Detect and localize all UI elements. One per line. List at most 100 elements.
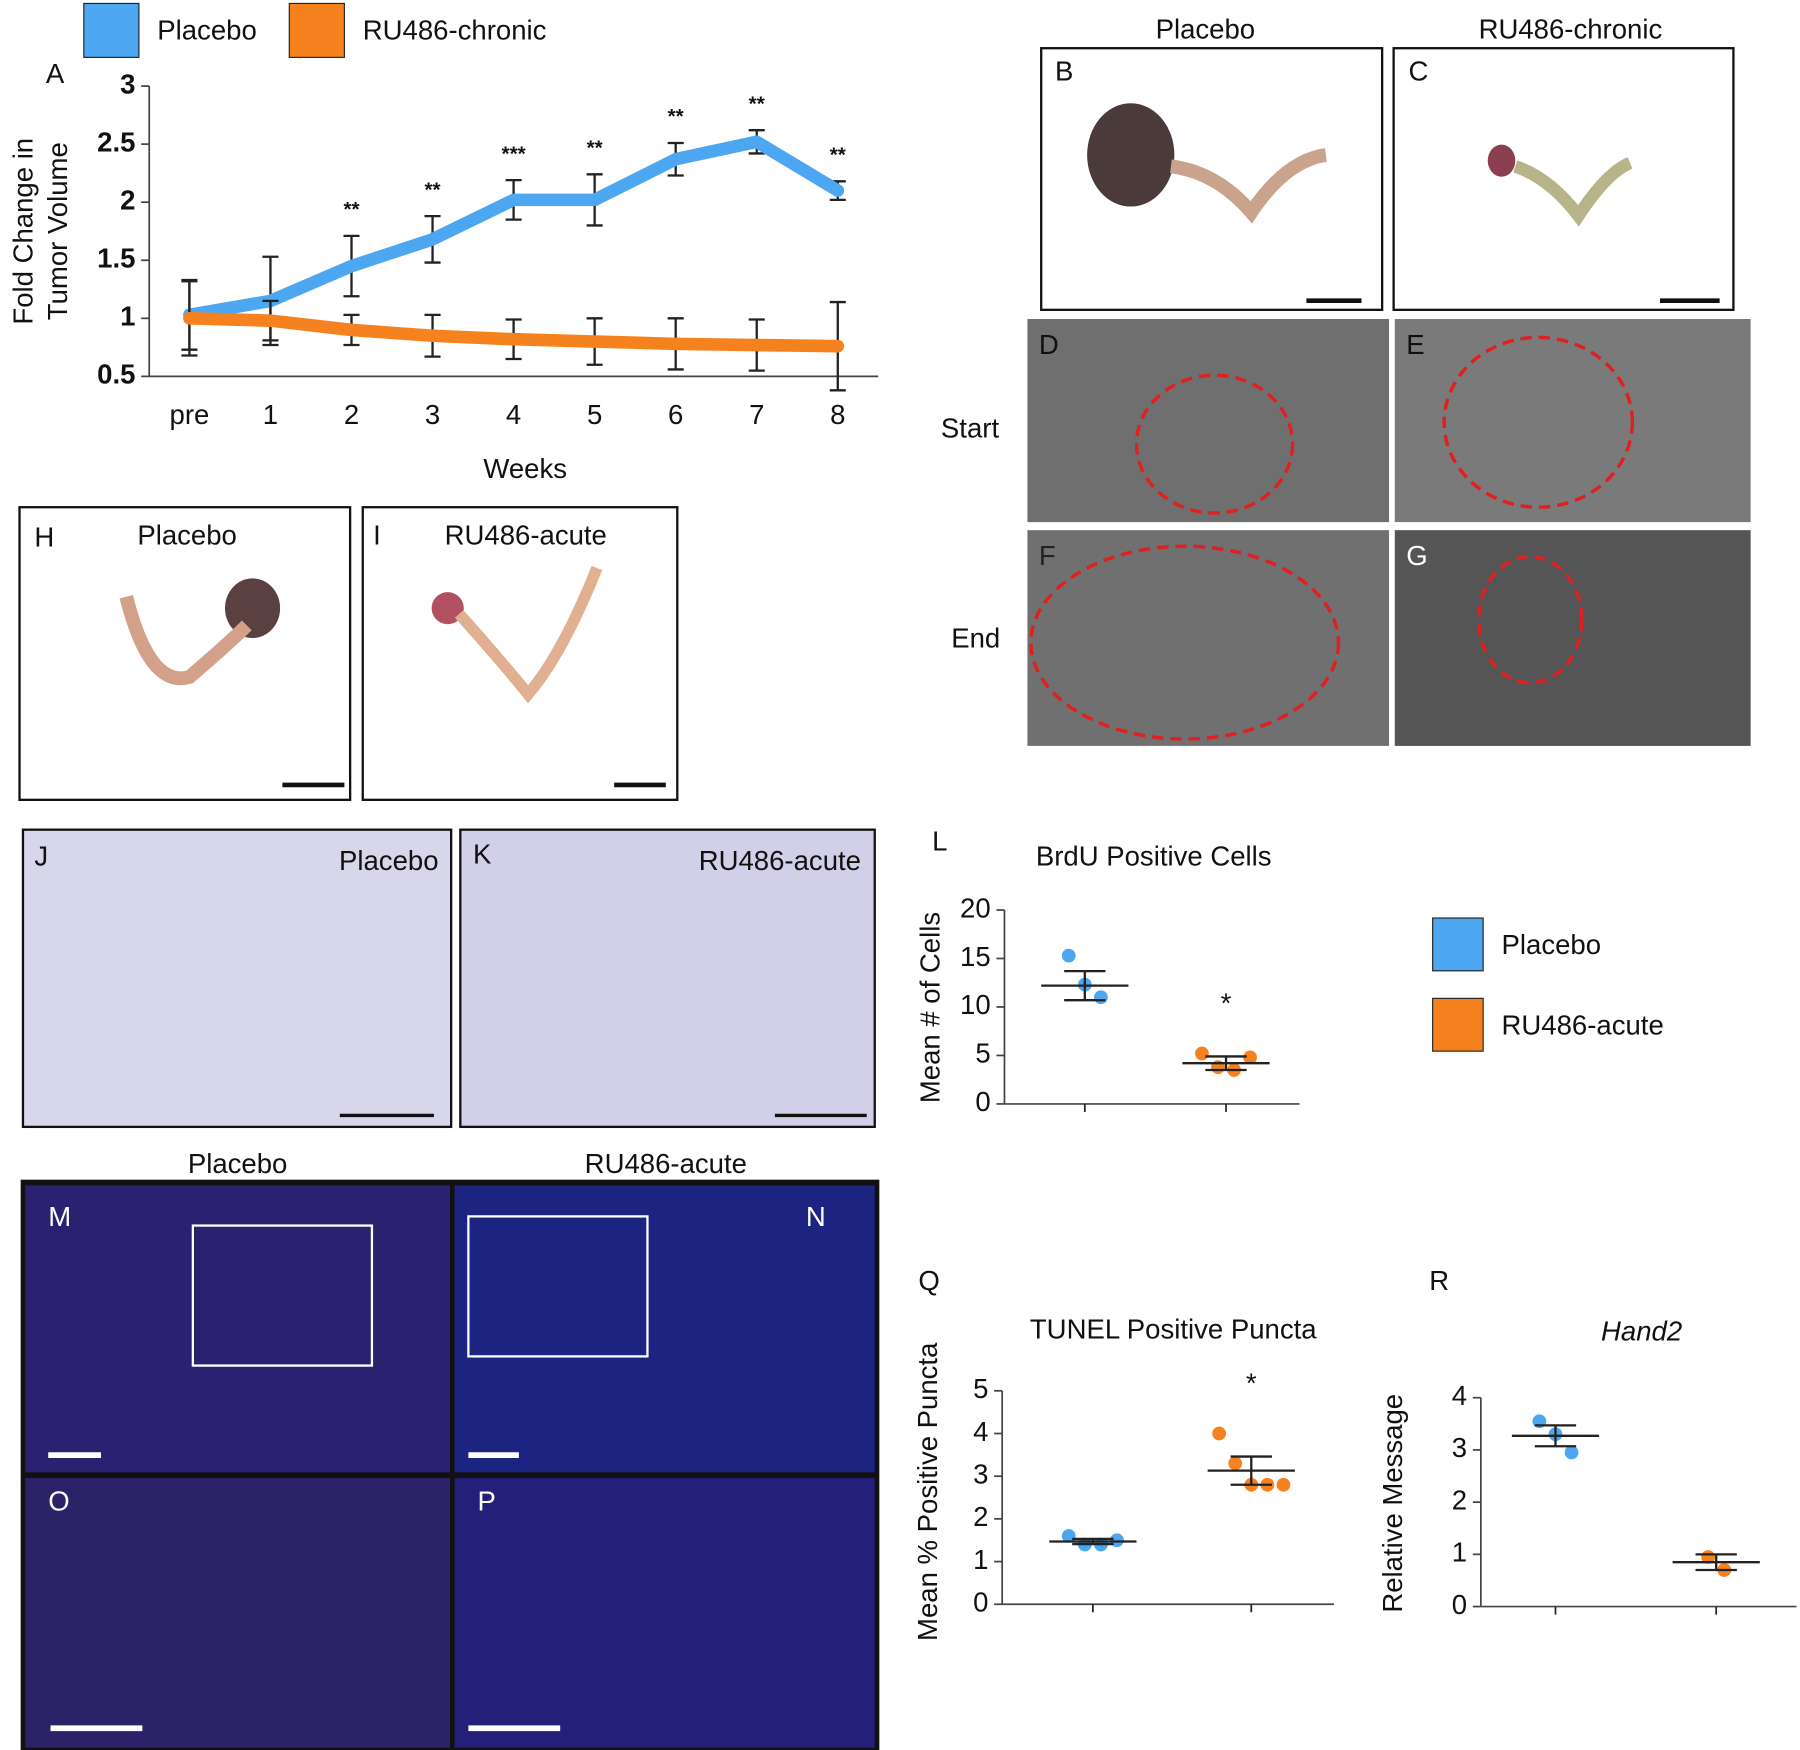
panel-letter: N xyxy=(806,1201,826,1232)
y-tick-label: 5 xyxy=(973,1373,988,1404)
legend-label: Placebo xyxy=(1502,929,1602,960)
sem-bar xyxy=(1072,1537,1114,1546)
panel-letter: J xyxy=(34,841,48,872)
data-point xyxy=(1195,1046,1209,1061)
x-tick-label: 8 xyxy=(830,399,845,430)
y-axis-label: Relative Message xyxy=(1377,1394,1408,1613)
y-axis-label: Fold Change in xyxy=(8,138,39,325)
y-tick-label: 20 xyxy=(960,892,991,923)
significance: ** xyxy=(830,144,847,167)
photo-m xyxy=(25,1185,451,1473)
significance: ** xyxy=(587,137,604,160)
row-label: End xyxy=(951,623,1000,654)
header: Placebo xyxy=(188,1148,288,1179)
caption: Placebo xyxy=(339,845,439,876)
photo-c xyxy=(1392,47,1735,311)
legend-label: RU486-acute xyxy=(1502,1009,1664,1040)
panel-letter: P xyxy=(478,1486,496,1517)
legend-label: Placebo xyxy=(157,14,257,45)
data-point xyxy=(1276,1477,1291,1492)
legend-swatch xyxy=(1432,917,1484,972)
y-tick-label: 4 xyxy=(973,1416,988,1447)
panel-letter: O xyxy=(48,1486,69,1517)
panel-letter: M xyxy=(48,1201,71,1232)
x-tick-label: pre xyxy=(170,399,210,430)
y-tick-label: 10 xyxy=(960,989,991,1020)
legend-swatch xyxy=(288,2,345,58)
x-tick-label: 4 xyxy=(506,399,521,430)
panel-letter: E xyxy=(1406,329,1424,360)
header: Placebo xyxy=(1156,13,1256,44)
y-tick-label: 3 xyxy=(1452,1432,1467,1463)
x-tick-label: 7 xyxy=(749,399,764,430)
data-point xyxy=(1564,1445,1579,1460)
y-tick-label: 0 xyxy=(973,1587,988,1618)
y-tick-label: 1 xyxy=(120,301,135,332)
data-point xyxy=(1094,990,1108,1005)
data-point xyxy=(1228,1456,1243,1471)
x-tick-label: 5 xyxy=(587,399,602,430)
panel-letter: B xyxy=(1055,56,1073,87)
data-point xyxy=(1061,948,1076,963)
photo-g xyxy=(1394,530,1751,746)
uterus xyxy=(119,595,252,686)
panel-letter: I xyxy=(373,519,381,550)
panel-letter: G xyxy=(1406,540,1427,571)
photo-n xyxy=(454,1185,875,1473)
panel-letter: D xyxy=(1039,329,1059,360)
photo-p xyxy=(454,1478,875,1748)
outline xyxy=(1134,373,1295,515)
y-tick-label: 1.5 xyxy=(97,243,135,274)
significance: * xyxy=(1221,988,1232,1019)
photo-d xyxy=(1027,319,1390,523)
series-line xyxy=(183,135,845,322)
caption: RU486-acute xyxy=(445,519,607,550)
y-axis-label: Mean % Positive Puncta xyxy=(912,1342,943,1641)
sem-bar xyxy=(1534,1424,1577,1448)
y-axis-label: Tumor Volume xyxy=(42,142,73,320)
sem-bar xyxy=(1695,1553,1737,1572)
photo-e xyxy=(1394,319,1751,523)
tumor xyxy=(1487,144,1516,177)
panel-letter: K xyxy=(473,838,492,869)
y-tick-label: 3 xyxy=(973,1458,988,1489)
sem-bar xyxy=(1205,1055,1247,1072)
chart-title: Hand2 xyxy=(1601,1316,1682,1347)
x-tick-label: 1 xyxy=(263,399,278,430)
data-point xyxy=(1243,1050,1258,1065)
photo-o xyxy=(25,1478,451,1748)
uterus xyxy=(1169,148,1328,224)
header: RU486-acute xyxy=(585,1148,747,1179)
sem-bar xyxy=(1064,969,1106,1002)
panel-letter: A xyxy=(46,58,65,89)
significance: ** xyxy=(668,105,685,128)
legend-swatch xyxy=(1432,997,1484,1052)
photo-f xyxy=(1027,530,1390,746)
y-tick-label: 4 xyxy=(1452,1380,1467,1411)
legend-label: RU486-chronic xyxy=(363,14,547,45)
tumor xyxy=(225,578,281,639)
uterus xyxy=(1513,157,1633,227)
significance: *** xyxy=(502,142,527,165)
caption: Placebo xyxy=(137,519,237,550)
y-axis-label: Mean # of Cells xyxy=(914,912,945,1103)
tumor xyxy=(431,592,464,625)
significance: ** xyxy=(343,198,360,221)
row-label: Start xyxy=(941,413,1000,444)
panel-letter: F xyxy=(1039,540,1056,571)
y-tick-label: 2 xyxy=(973,1501,988,1532)
x-tick-label: 3 xyxy=(425,399,440,430)
photo-i xyxy=(361,506,679,801)
x-axis-label: Weeks xyxy=(483,453,567,484)
photo-j xyxy=(21,828,453,1129)
panel-letter: R xyxy=(1429,1265,1449,1296)
y-tick-label: 3 xyxy=(120,68,135,99)
y-tick-label: 2.5 xyxy=(97,126,135,157)
panel-letter: C xyxy=(1409,56,1429,87)
photo-h xyxy=(18,506,352,801)
outline xyxy=(1476,554,1584,685)
legend-swatch xyxy=(83,2,140,58)
y-tick-label: 0 xyxy=(975,1086,990,1117)
y-tick-label: 1 xyxy=(973,1544,988,1575)
